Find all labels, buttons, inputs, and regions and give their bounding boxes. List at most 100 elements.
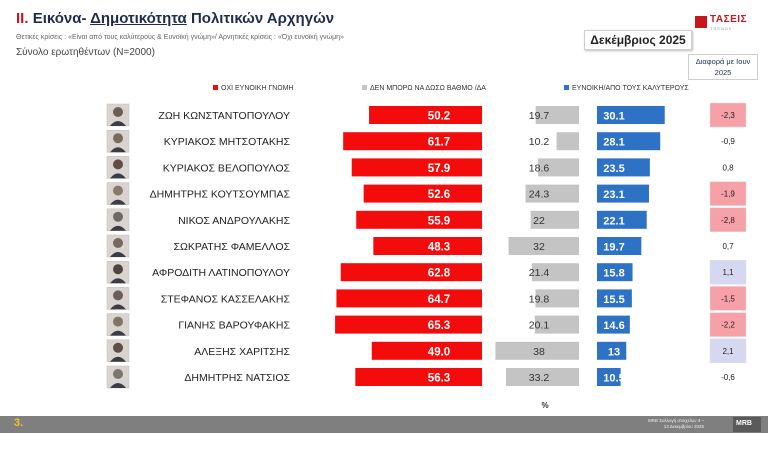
leader-name: ΚΥΡΙΑΚΟΣ ΒΕΛΟΠΟΥΛΟΣ	[163, 162, 291, 174]
leader-photo-body-icon	[110, 173, 126, 179]
leader-photo-head-icon	[113, 264, 123, 275]
bar-neutral-label: 10.2	[529, 136, 550, 148]
legend-negative-label: ΟΧΙ ΕΥΝΟΙΚΗ ΓΝΩΜΗ	[221, 85, 294, 92]
legend-positive-label: ΕΥΝΟΙΚΗ/ΑΠΟ ΤΟΥΣ ΚΑΛΥΤΕΡΟΥΣ	[572, 85, 689, 92]
bar-positive	[597, 289, 632, 308]
bar-neutral-label: 21.4	[529, 267, 550, 279]
legend-neutral-label: ΔΕΝ ΜΠΟΡΩ ΝΑ ΔΩΣΩ ΒΑΘΜΟ /ΔΑ	[370, 85, 486, 92]
logo-mark-icon	[695, 16, 707, 28]
bar-negative	[335, 315, 482, 334]
bar-positive-label: 14.6	[603, 320, 624, 332]
bar-positive	[597, 263, 633, 282]
leader-name: ΝΙΚΟΣ ΑΝΔΡΟΥΛΑΚΗΣ	[178, 215, 290, 227]
bar-negative	[340, 263, 482, 282]
bar-positive-label: 15.8	[603, 268, 624, 280]
diff-box	[709, 207, 747, 233]
diff-box	[709, 286, 747, 311]
bar-negative	[355, 368, 482, 386]
bar-neutral	[535, 106, 579, 124]
bar-neutral	[495, 341, 579, 360]
tasis-logo: ΤΑΣΕΙΣ TRENDS	[695, 14, 755, 34]
bar-negative-label: 50.2	[428, 111, 450, 123]
diff-label: -2,3	[721, 111, 735, 120]
mrb-logo: MRB	[733, 417, 761, 432]
leader-name: ΑΛΕΞΗΣ ΧΑΡΙΤΣΗΣ	[194, 346, 290, 358]
leader-name: ΣΩΚΡΑΤΗΣ ΦΑΜΕΛΛΟΣ	[174, 241, 291, 253]
mrb-logo-text: MRB	[736, 420, 752, 427]
leader-photo-body-icon	[110, 121, 126, 126]
bar-negative-label: 62.8	[428, 268, 451, 280]
bar-positive-label: 13	[608, 346, 620, 358]
bar-negative-label: 64.7	[428, 294, 450, 306]
source-note: MRB Συλλογή στοιχείων 4 –13 Δεκεμβρίου 2…	[647, 418, 704, 429]
leader-photo-body-icon	[110, 252, 126, 257]
bar-negative	[356, 210, 482, 229]
diff-label: 1,1	[722, 268, 734, 277]
bar-positive-label: 15.5	[603, 294, 624, 306]
diff-label: -2,2	[721, 321, 735, 330]
bar-neutral	[534, 315, 579, 334]
leader-photo-body-icon	[110, 304, 126, 310]
bar-positive	[597, 184, 649, 203]
bar-positive	[597, 368, 621, 386]
leader-photo-body-icon	[110, 147, 126, 153]
diff-box	[709, 102, 747, 128]
leader-photo-body-icon	[110, 278, 126, 284]
diff-box	[709, 181, 747, 206]
page-title: II. Εικόνα- Δημοτικότητα Πολιτικών Αρχηγ…	[16, 10, 334, 27]
bar-negative	[363, 184, 482, 203]
bar-negative	[343, 132, 482, 151]
bar-positive	[597, 132, 661, 151]
leader-photo-head-icon	[113, 316, 123, 327]
bar-neutral	[538, 158, 579, 177]
diff-label: -1,9	[721, 190, 735, 199]
bar-negative	[336, 289, 482, 308]
diff-label: 2,1	[722, 347, 734, 356]
bar-positive-label: 30.1	[603, 111, 624, 123]
leader-photo-head-icon	[113, 159, 123, 170]
bar-neutral	[508, 237, 579, 255]
diff-label: 0,8	[722, 163, 734, 172]
bar-positive-label: 19.7	[603, 242, 624, 254]
bar-negative-label: 65.3	[428, 320, 450, 332]
diff-label: -0,6	[721, 373, 735, 382]
leader-photo-head-icon	[113, 290, 123, 301]
title-part-b: Δημοτικότητα	[90, 10, 187, 27]
bar-positive-label: 23.1	[603, 189, 624, 201]
leader-photo-body-icon	[110, 199, 126, 205]
bar-negative-label: 57.9	[428, 163, 450, 175]
diff-label: -1,5	[721, 294, 735, 303]
sample-size: Σύνολο ερωτηθέντων (Ν=2000)	[16, 47, 155, 58]
bar-negative	[371, 341, 482, 360]
bar-neutral-label: 22	[533, 215, 545, 227]
legend-positive: ΕΥΝΟΙΚΗ/ΑΠΟ ΤΟΥΣ ΚΑΛΥΤΕΡΟΥΣ	[564, 85, 689, 92]
diff-label: 0,7	[722, 242, 734, 251]
diff-box	[709, 338, 747, 364]
bar-neutral	[525, 184, 579, 203]
logo-text: ΤΑΣΕΙΣ	[710, 14, 748, 25]
subtitle: Θετικές κρίσεις : «Είναι από τους καλύτε…	[16, 34, 344, 41]
legend-negative: ΟΧΙ ΕΥΝΟΙΚΗ ΓΝΩΜΗ	[213, 85, 294, 92]
bar-negative-label: 48.3	[428, 242, 450, 254]
leader-photo-head-icon	[113, 342, 123, 353]
diff-label: -2,8	[721, 216, 735, 225]
bar-neutral-label: 19.8	[529, 293, 550, 305]
bar-positive	[597, 315, 630, 334]
leader-name: ΚΥΡΙΑΚΟΣ ΜΗΤΣΟΤΑΚΗΣ	[164, 136, 291, 148]
diff-box	[709, 259, 747, 285]
bar-negative	[369, 106, 482, 124]
bar-neutral-label: 38	[533, 346, 545, 358]
bar-negative-label: 52.6	[428, 189, 450, 201]
leader-photo-head-icon	[113, 238, 123, 248]
bar-neutral	[531, 263, 579, 282]
diff-box	[710, 155, 746, 180]
legend-positive-swatch	[564, 85, 569, 90]
unit-label: %	[541, 401, 548, 410]
leader-photo-head-icon	[113, 369, 123, 379]
bar-neutral-label: 24.3	[529, 189, 550, 201]
diff-box	[710, 129, 746, 154]
bar-negative-label: 49.0	[428, 346, 450, 358]
diff-label: -0,9	[721, 137, 735, 146]
diff-box	[709, 312, 747, 337]
title-number: II.	[16, 10, 29, 27]
